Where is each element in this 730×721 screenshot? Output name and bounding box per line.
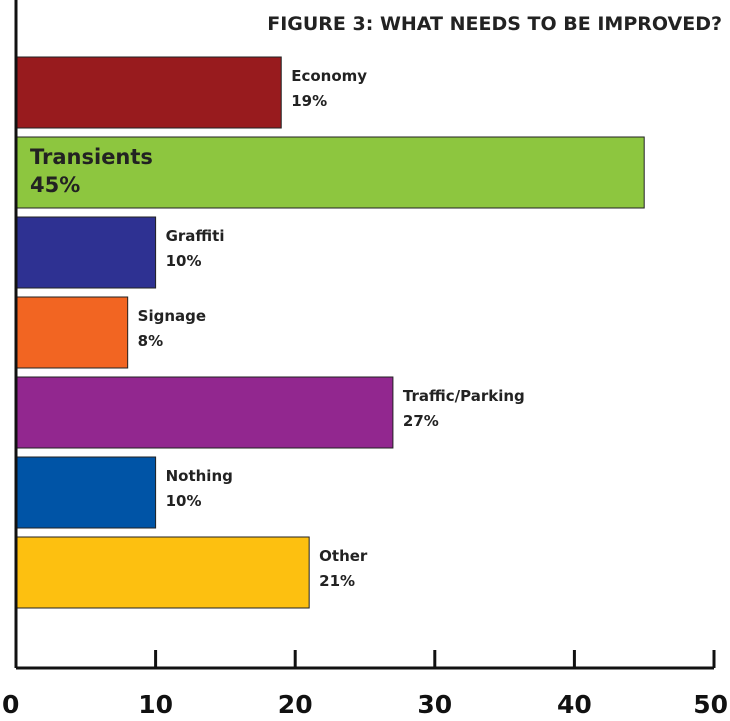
bar-traffic-parking bbox=[15, 376, 394, 449]
bar-label-signage: Signage bbox=[138, 307, 206, 325]
bar-nothing bbox=[15, 456, 157, 529]
labels-group: Economy 19% Transients 45% Graffiti 10% Signag… bbox=[30, 67, 525, 590]
bar-label-traffic-parking: Traffic/Parking bbox=[403, 387, 525, 405]
bar-value-traffic-parking: 27% bbox=[403, 412, 439, 430]
axes-group bbox=[14, 0, 714, 670]
bar-value-signage: 8% bbox=[138, 332, 163, 350]
bar-label-other: Other bbox=[319, 547, 368, 565]
x-tick-label-40: 40 bbox=[557, 690, 592, 719]
x-tick-label-30: 30 bbox=[417, 690, 452, 719]
bar-value-graffiti: 10% bbox=[166, 252, 202, 270]
x-tick-label-0: 0 bbox=[2, 690, 19, 719]
bar-label-nothing: Nothing bbox=[166, 467, 233, 485]
bar-label-transients: Transients bbox=[30, 145, 153, 169]
bar-value-nothing: 10% bbox=[166, 492, 202, 510]
bar-transients bbox=[15, 136, 645, 209]
bar-other bbox=[15, 536, 310, 609]
bars-group bbox=[15, 56, 645, 609]
x-ticks-group: 0 10 20 30 40 50 bbox=[2, 650, 728, 719]
bar-graffiti bbox=[15, 216, 157, 289]
bar-value-transients: 45% bbox=[30, 173, 80, 197]
bar-value-other: 21% bbox=[319, 572, 355, 590]
bar-label-graffiti: Graffiti bbox=[166, 227, 225, 245]
bar-economy bbox=[15, 56, 282, 129]
bar-label-economy: Economy bbox=[291, 67, 367, 85]
bar-signage bbox=[15, 296, 129, 369]
x-tick-label-50: 50 bbox=[693, 690, 728, 719]
x-tick-label-10: 10 bbox=[138, 690, 173, 719]
bar-value-economy: 19% bbox=[291, 92, 327, 110]
chart-title: FIGURE 3: WHAT NEEDS TO BE IMPROVED? bbox=[267, 13, 722, 35]
x-tick-label-20: 20 bbox=[278, 690, 313, 719]
